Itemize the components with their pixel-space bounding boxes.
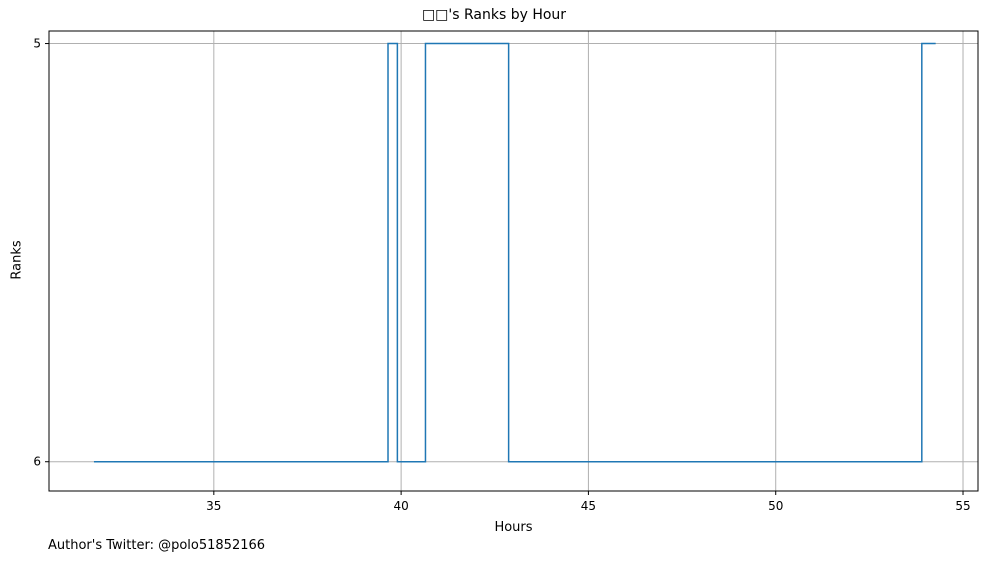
x-tick-label: 50 [768, 499, 783, 513]
y-tick-label: 5 [33, 37, 41, 51]
y-axis-label: Ranks [9, 240, 25, 280]
x-tick-label: 35 [206, 499, 221, 513]
x-tick-label: 40 [393, 499, 408, 513]
x-tick-label: 55 [955, 499, 970, 513]
rank-series-line [93, 42, 936, 463]
grid-lines [49, 31, 978, 491]
author-twitter-note: Author's Twitter: @polo51852166 [48, 538, 266, 553]
x-tick-label: 45 [581, 499, 596, 513]
y-tick-label: 6 [33, 455, 41, 469]
plot-area-frame [48, 30, 979, 492]
x-axis-label: Hours [494, 520, 533, 535]
chart-title: □□'s Ranks by Hour [421, 7, 567, 23]
